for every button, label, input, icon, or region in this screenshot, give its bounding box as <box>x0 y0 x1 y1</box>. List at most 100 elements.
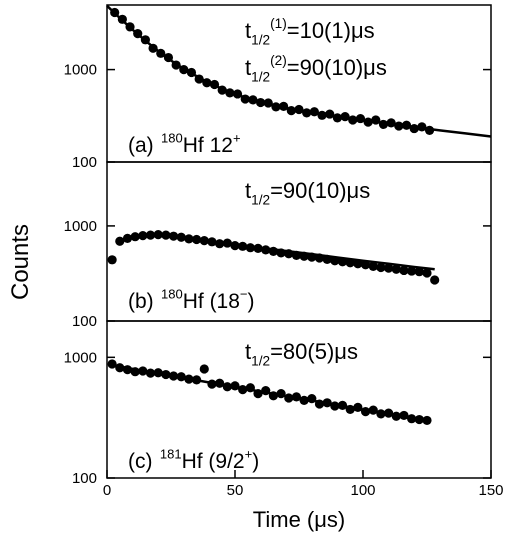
data-point <box>161 230 171 240</box>
data-point <box>291 250 302 260</box>
panel-label-part: 181 <box>160 447 182 462</box>
panel-label-part: ) <box>248 290 255 313</box>
data-point <box>184 374 194 384</box>
data-point <box>376 409 386 419</box>
data-point <box>322 398 332 408</box>
data-point <box>276 248 286 258</box>
data-point <box>230 381 240 391</box>
annotation-part: =90(10)μs <box>270 178 370 203</box>
panel-label-part: 180 <box>161 287 183 302</box>
panel-label: (b) 180Hf (18−) <box>128 287 255 313</box>
data-point <box>279 101 289 111</box>
data-point <box>153 368 163 378</box>
annotation-part: 1/2 <box>251 70 270 85</box>
data-point <box>215 239 225 249</box>
data-point <box>148 43 158 53</box>
data-point <box>307 393 317 404</box>
data-point <box>207 237 217 247</box>
data-point <box>261 245 271 255</box>
data-point <box>138 366 148 376</box>
annotation-part: =10(1)μs <box>287 18 375 43</box>
data-point <box>130 232 140 242</box>
y-tick-label: 100 <box>72 154 97 171</box>
data-point <box>271 102 281 112</box>
y-tick-label: 1000 <box>64 62 97 79</box>
data-point <box>337 400 348 410</box>
data-point <box>256 97 266 108</box>
data-point <box>317 110 327 120</box>
data-point <box>122 233 133 243</box>
data-point <box>192 234 202 245</box>
data-point <box>330 256 340 266</box>
data-point <box>145 368 156 378</box>
data-point <box>245 383 255 393</box>
data-point <box>130 367 140 377</box>
panel-label-part: ) <box>252 450 259 473</box>
data-point <box>163 52 174 63</box>
annotation-part: 1/2 <box>251 33 270 48</box>
data-point <box>368 261 378 272</box>
data-point <box>391 411 401 421</box>
data-point <box>345 404 355 415</box>
data-point <box>353 259 363 269</box>
data-point <box>161 369 171 380</box>
data-point <box>253 389 263 399</box>
data-point <box>391 264 401 274</box>
data-point <box>225 88 235 98</box>
y-tick-label: 100 <box>72 313 97 330</box>
data-point <box>222 238 232 248</box>
annotation: t1/2(1)=10(1)μs <box>245 16 375 47</box>
data-point <box>424 125 435 135</box>
data-point <box>261 385 271 396</box>
data-point <box>409 123 419 134</box>
data-point <box>248 95 258 105</box>
data-point <box>302 108 312 118</box>
panel-label-part: 180 <box>161 131 183 146</box>
annotation: t1/2=80(5)μs <box>245 339 358 369</box>
data-point <box>207 379 217 389</box>
data-point <box>371 115 381 125</box>
data-point <box>156 48 166 58</box>
data-point <box>299 251 309 261</box>
data-point <box>291 392 302 402</box>
panel-label-part: + <box>233 131 241 146</box>
panel-frame <box>106 320 492 479</box>
data-point <box>138 231 148 241</box>
y-axis-label: Counts <box>7 224 34 300</box>
data-point <box>209 79 220 90</box>
data-point <box>407 266 417 276</box>
data-point <box>199 364 209 374</box>
data-point <box>217 85 227 95</box>
data-point <box>340 111 350 122</box>
data-point <box>363 117 373 127</box>
data-point <box>414 267 424 277</box>
panel-label-part: (c) <box>128 450 153 473</box>
data-point <box>192 375 202 385</box>
x-tick-label: 150 <box>478 482 503 499</box>
data-point <box>268 246 278 256</box>
data-point <box>417 122 427 132</box>
data-point <box>337 257 348 267</box>
data-point <box>230 241 240 251</box>
data-point <box>263 98 273 108</box>
panel-label-part: (b) <box>128 290 154 313</box>
panel-label: (c) 181Hf (9/2+) <box>128 447 259 473</box>
data-point <box>307 252 317 262</box>
data-point <box>284 249 294 259</box>
data-point <box>238 385 248 395</box>
data-point <box>399 265 409 276</box>
data-point <box>145 230 156 240</box>
data-point <box>314 399 325 409</box>
x-axis-label: Time (μs) <box>253 507 346 532</box>
data-point <box>222 382 232 392</box>
data-point <box>286 105 296 116</box>
data-point <box>407 414 417 424</box>
annotation-part: t <box>245 178 251 203</box>
data-point <box>184 234 194 244</box>
data-point <box>401 120 412 130</box>
data-point <box>348 115 358 125</box>
data-point <box>153 230 163 240</box>
annotation-part: (1) <box>270 16 287 31</box>
data-point <box>199 236 209 246</box>
